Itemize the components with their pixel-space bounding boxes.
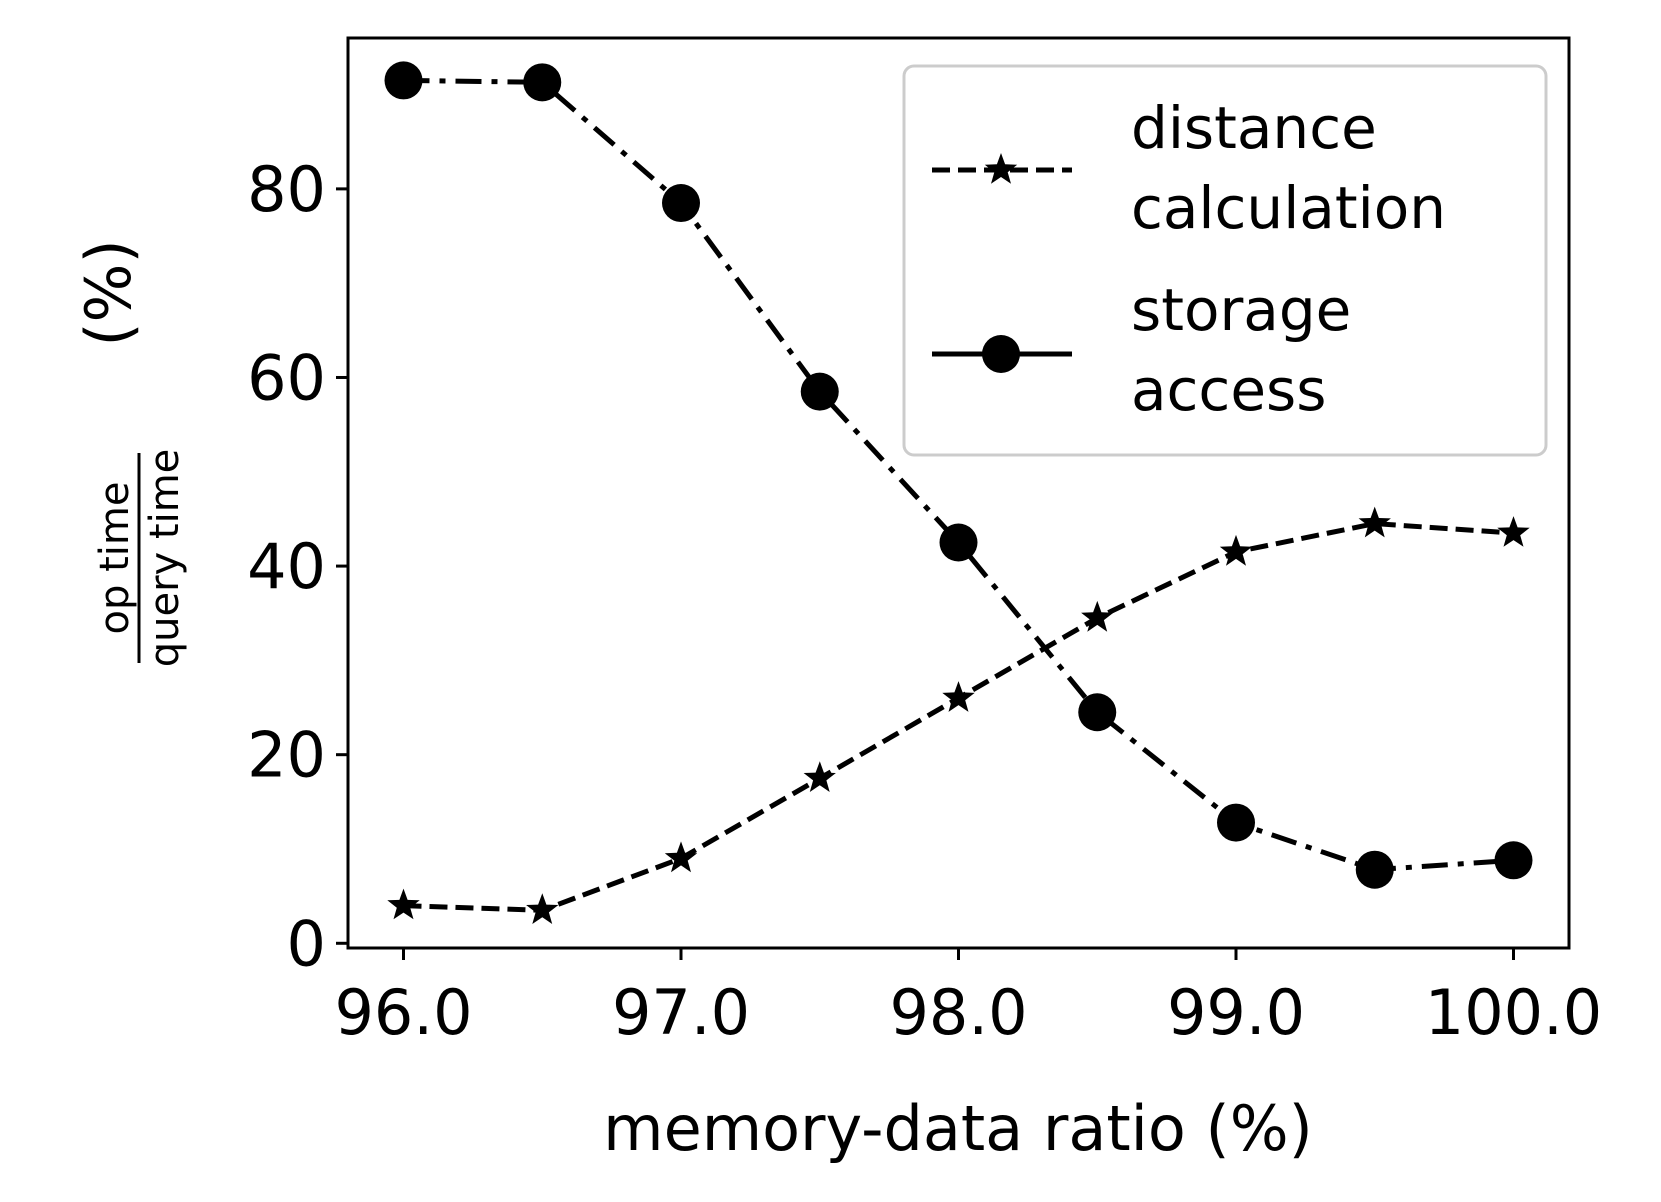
data-point-star [1219,534,1253,566]
series-line-storage-access [403,77,1514,873]
data-point-circle [1494,841,1533,880]
x-tick-label: 99.0 [1167,976,1305,1049]
x-tick-label: 96.0 [334,976,472,1049]
y-tick-label: 80 [247,153,326,226]
y-axis-label: op time query time (%) [72,239,188,667]
data-point-star [942,681,975,712]
y-tick-label: 20 [247,719,326,792]
data-point-star [387,888,420,920]
x-axis: 96.0 97.0 98.0 99.0 100.0 [334,948,1602,1049]
legend-label-distance: distance [1131,94,1377,162]
x-axis-label: memory-data ratio (%) [603,1092,1313,1165]
data-point-star [526,893,559,924]
series-storage-access [384,61,1533,889]
y-tick-label: 40 [247,530,326,603]
data-point-star [803,761,836,792]
data-point-circle [939,523,978,562]
series-layer [384,61,1533,924]
data-point-circle [1078,693,1117,732]
y-axis: 0 20 40 60 80 [247,153,348,980]
y-tick-label: 60 [247,341,326,414]
data-point-circle [800,372,839,411]
data-point-circle [1217,803,1255,842]
data-point-circle [384,61,423,100]
legend-entry-distance-calculation: distance calculation [932,94,1446,242]
x-tick-label: 98.0 [889,976,1027,1049]
legend-entry-storage-access: storage access [932,276,1351,424]
legend-marker-circle [982,335,1020,373]
data-point-circle [523,63,562,102]
legend-label-access: access [1131,356,1326,424]
data-point-star [664,841,698,873]
data-point-circle [1355,850,1394,889]
legend-label-calculation: calculation [1131,174,1446,242]
data-point-star [1497,516,1530,547]
legend-box [902,64,1548,457]
x-tick-label: 100.0 [1425,976,1603,1049]
data-point-star [1358,506,1391,538]
series-distance-calculation [387,506,1530,924]
legend-marker-star [984,153,1018,184]
y-label-numerator: op time [92,482,138,635]
x-tick-label: 97.0 [612,976,750,1049]
y-label-unit: (%) [72,239,145,346]
y-tick-label: 0 [287,907,326,980]
legend: distance calculation storage access [902,64,1548,457]
legend-label-storage: storage [1131,276,1351,344]
y-label-denominator: query time [142,449,188,668]
data-point-star [1081,600,1114,632]
data-point-circle [662,184,700,223]
